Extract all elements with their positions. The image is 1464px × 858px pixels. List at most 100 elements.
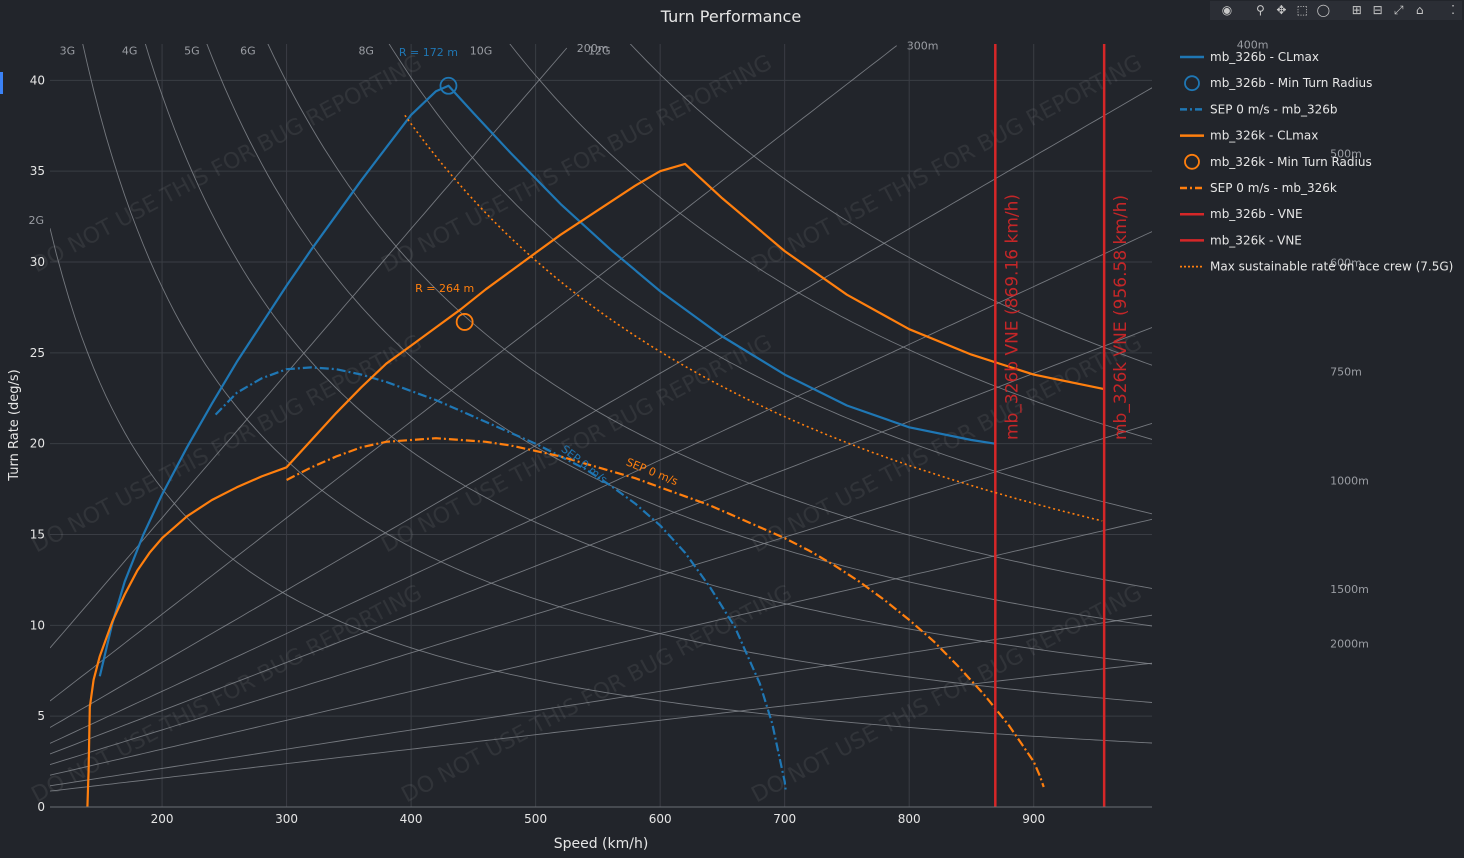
camera-icon[interactable]: ◉ xyxy=(1221,3,1233,17)
lasso-select-icon[interactable]: ◯ xyxy=(1316,3,1331,17)
plotly-logo-icon: ⁚ xyxy=(1451,3,1455,17)
g-line xyxy=(267,44,1152,589)
legend-label: SEP 0 m/s - mb_326k xyxy=(1210,181,1337,195)
zoom-in-icon[interactable]: ⊞ xyxy=(1351,3,1362,17)
radius-line-label: 1000m xyxy=(1330,474,1369,487)
radius-line-label: 400m xyxy=(1237,38,1269,51)
min-turn-radius-label: R = 172 m xyxy=(399,46,458,59)
x-tick-label: 900 xyxy=(1022,812,1045,826)
radius-line xyxy=(50,87,1152,728)
legend[interactable]: mb_326b - CLmax mb_326b - Min Turn Radius… xyxy=(1180,50,1453,274)
watermark-text: DO NOT USE THIS FOR BUG REPORTING xyxy=(748,330,1147,558)
axes: 200 300 400 500 600 700 800 900 0 5 10 15 20 25 30 35 40… xyxy=(7,73,1152,852)
chart-title: Turn Performance xyxy=(660,7,801,26)
min-turn-radius-label: R = 264 m xyxy=(415,282,474,295)
min-turn-radius-marker xyxy=(455,313,474,331)
legend-item[interactable]: SEP 0 m/s - mb_326b xyxy=(1180,102,1337,116)
legend-swatch xyxy=(1184,153,1200,170)
zoom-out-icon[interactable]: ⊟ xyxy=(1372,3,1383,17)
radius-line-label: 500m xyxy=(1330,148,1362,161)
legend-item[interactable]: mb_326k - Min Turn Radius xyxy=(1184,153,1372,170)
legend-item[interactable]: Max sustainable rate on ace crew (7.5G) xyxy=(1180,260,1453,274)
y-tick-label: 0 xyxy=(37,800,45,814)
min-turn-radius-marker xyxy=(439,76,458,95)
y-tick-label: 15 xyxy=(30,528,45,542)
legend-swatch xyxy=(1184,75,1200,92)
reset-axes-icon[interactable]: ⌂ xyxy=(1415,3,1424,17)
clmax-line xyxy=(86,162,1105,807)
g-line xyxy=(388,44,1152,515)
pan-icon[interactable]: ✥ xyxy=(1276,3,1287,17)
legend-item[interactable]: mb_326b - VNE xyxy=(1180,207,1303,221)
legend-label: Max sustainable rate on ace crew (7.5G) xyxy=(1210,260,1453,274)
g-line xyxy=(509,44,1152,440)
radius-line xyxy=(50,327,1152,755)
x-tick-label: 200 xyxy=(151,812,174,826)
sep-line xyxy=(286,437,1045,788)
radius-line xyxy=(50,422,1152,766)
y-tick-label: 10 xyxy=(30,618,45,632)
modebar: ◉ ⚲ ✥ ⬚ ◯ ⊞ ⊟ ⤢ ⌂ ⁚ xyxy=(1210,1,1462,20)
radius-line xyxy=(50,518,1152,776)
g-line-label: 6G xyxy=(240,45,256,58)
radius-line xyxy=(50,47,568,649)
g-line-label: 3G xyxy=(60,45,76,58)
watermark-text: DO NOT USE THIS FOR BUG REPORTING xyxy=(748,50,1147,278)
x-tick-label: 700 xyxy=(773,812,796,826)
series-layer xyxy=(86,44,1106,807)
legend-label: mb_326b - CLmax xyxy=(1210,50,1319,64)
legend-label: SEP 0 m/s - mb_326b xyxy=(1210,102,1337,116)
reference-lines xyxy=(50,44,1152,792)
g-line xyxy=(206,44,1152,627)
radius-line xyxy=(50,614,1152,787)
legend-item[interactable]: mb_326k - CLmax xyxy=(1180,129,1318,143)
watermark-text: DO NOT USE THIS FOR BUG REPORTING xyxy=(378,330,777,558)
legend-label: mb_326b - Min Turn Radius xyxy=(1210,76,1372,90)
g-line-label: 4G xyxy=(122,45,138,58)
radius-line-label: 2000m xyxy=(1330,638,1369,651)
watermark-text: DO NOT USE THIS FOR BUG REPORTING xyxy=(28,330,427,558)
radius-line-label: 300m xyxy=(907,40,939,53)
autoscale-icon[interactable]: ⤢ xyxy=(1393,3,1404,17)
g-line-label: 2G xyxy=(28,214,44,227)
x-tick-label: 500 xyxy=(524,812,547,826)
legend-item[interactable]: mb_326k - VNE xyxy=(1180,233,1302,247)
g-line-label: 12G xyxy=(588,45,611,58)
legend-item[interactable]: mb_326b - CLmax xyxy=(1180,50,1319,64)
y-tick-label: 40 xyxy=(30,73,45,87)
watermark-text: DO NOT USE THIS FOR BUG REPORTING xyxy=(398,580,797,808)
x-tick-label: 300 xyxy=(275,812,298,826)
sep-line xyxy=(214,366,787,793)
y-axis-title: Turn Rate (deg/s) xyxy=(7,369,22,481)
g-line-label: 8G xyxy=(358,45,374,58)
legend-label: mb_326k - CLmax xyxy=(1210,129,1318,143)
radius-line xyxy=(50,662,1152,792)
x-axis-title: Speed (km/h) xyxy=(554,836,649,852)
g-line xyxy=(629,44,1152,366)
radius-line xyxy=(50,231,1152,744)
y-tick-label: 5 xyxy=(37,709,45,723)
box-select-icon[interactable]: ⬚ xyxy=(1296,3,1309,17)
vne-label: mb_326k VNE (956.58 km/h) xyxy=(1111,195,1131,440)
vne-label: mb_326b VNE (869.16 km/h) xyxy=(1002,194,1022,440)
x-tick-label: 800 xyxy=(898,812,921,826)
radius-line xyxy=(50,45,897,702)
legend-item[interactable]: mb_326b - Min Turn Radius xyxy=(1184,75,1372,92)
radius-line-label: 1500m xyxy=(1330,583,1369,596)
legend-item[interactable]: SEP 0 m/s - mb_326k xyxy=(1180,181,1337,195)
zoom-icon[interactable]: ⚲ xyxy=(1256,3,1265,17)
watermark-text: DO NOT USE THIS FOR BUG REPORTING xyxy=(378,50,777,278)
y-tick-label: 25 xyxy=(30,346,45,360)
x-tick-label: 600 xyxy=(649,812,672,826)
selection-marker xyxy=(0,72,3,94)
radius-line-label: 200m xyxy=(577,42,609,55)
y-tick-label: 20 xyxy=(30,437,45,451)
g-line xyxy=(50,228,1152,744)
watermark-text: DO NOT USE THIS FOR BUG REPORTING xyxy=(28,50,427,278)
y-tick-label: 30 xyxy=(30,255,45,269)
legend-label: mb_326k - Min Turn Radius xyxy=(1210,155,1372,169)
